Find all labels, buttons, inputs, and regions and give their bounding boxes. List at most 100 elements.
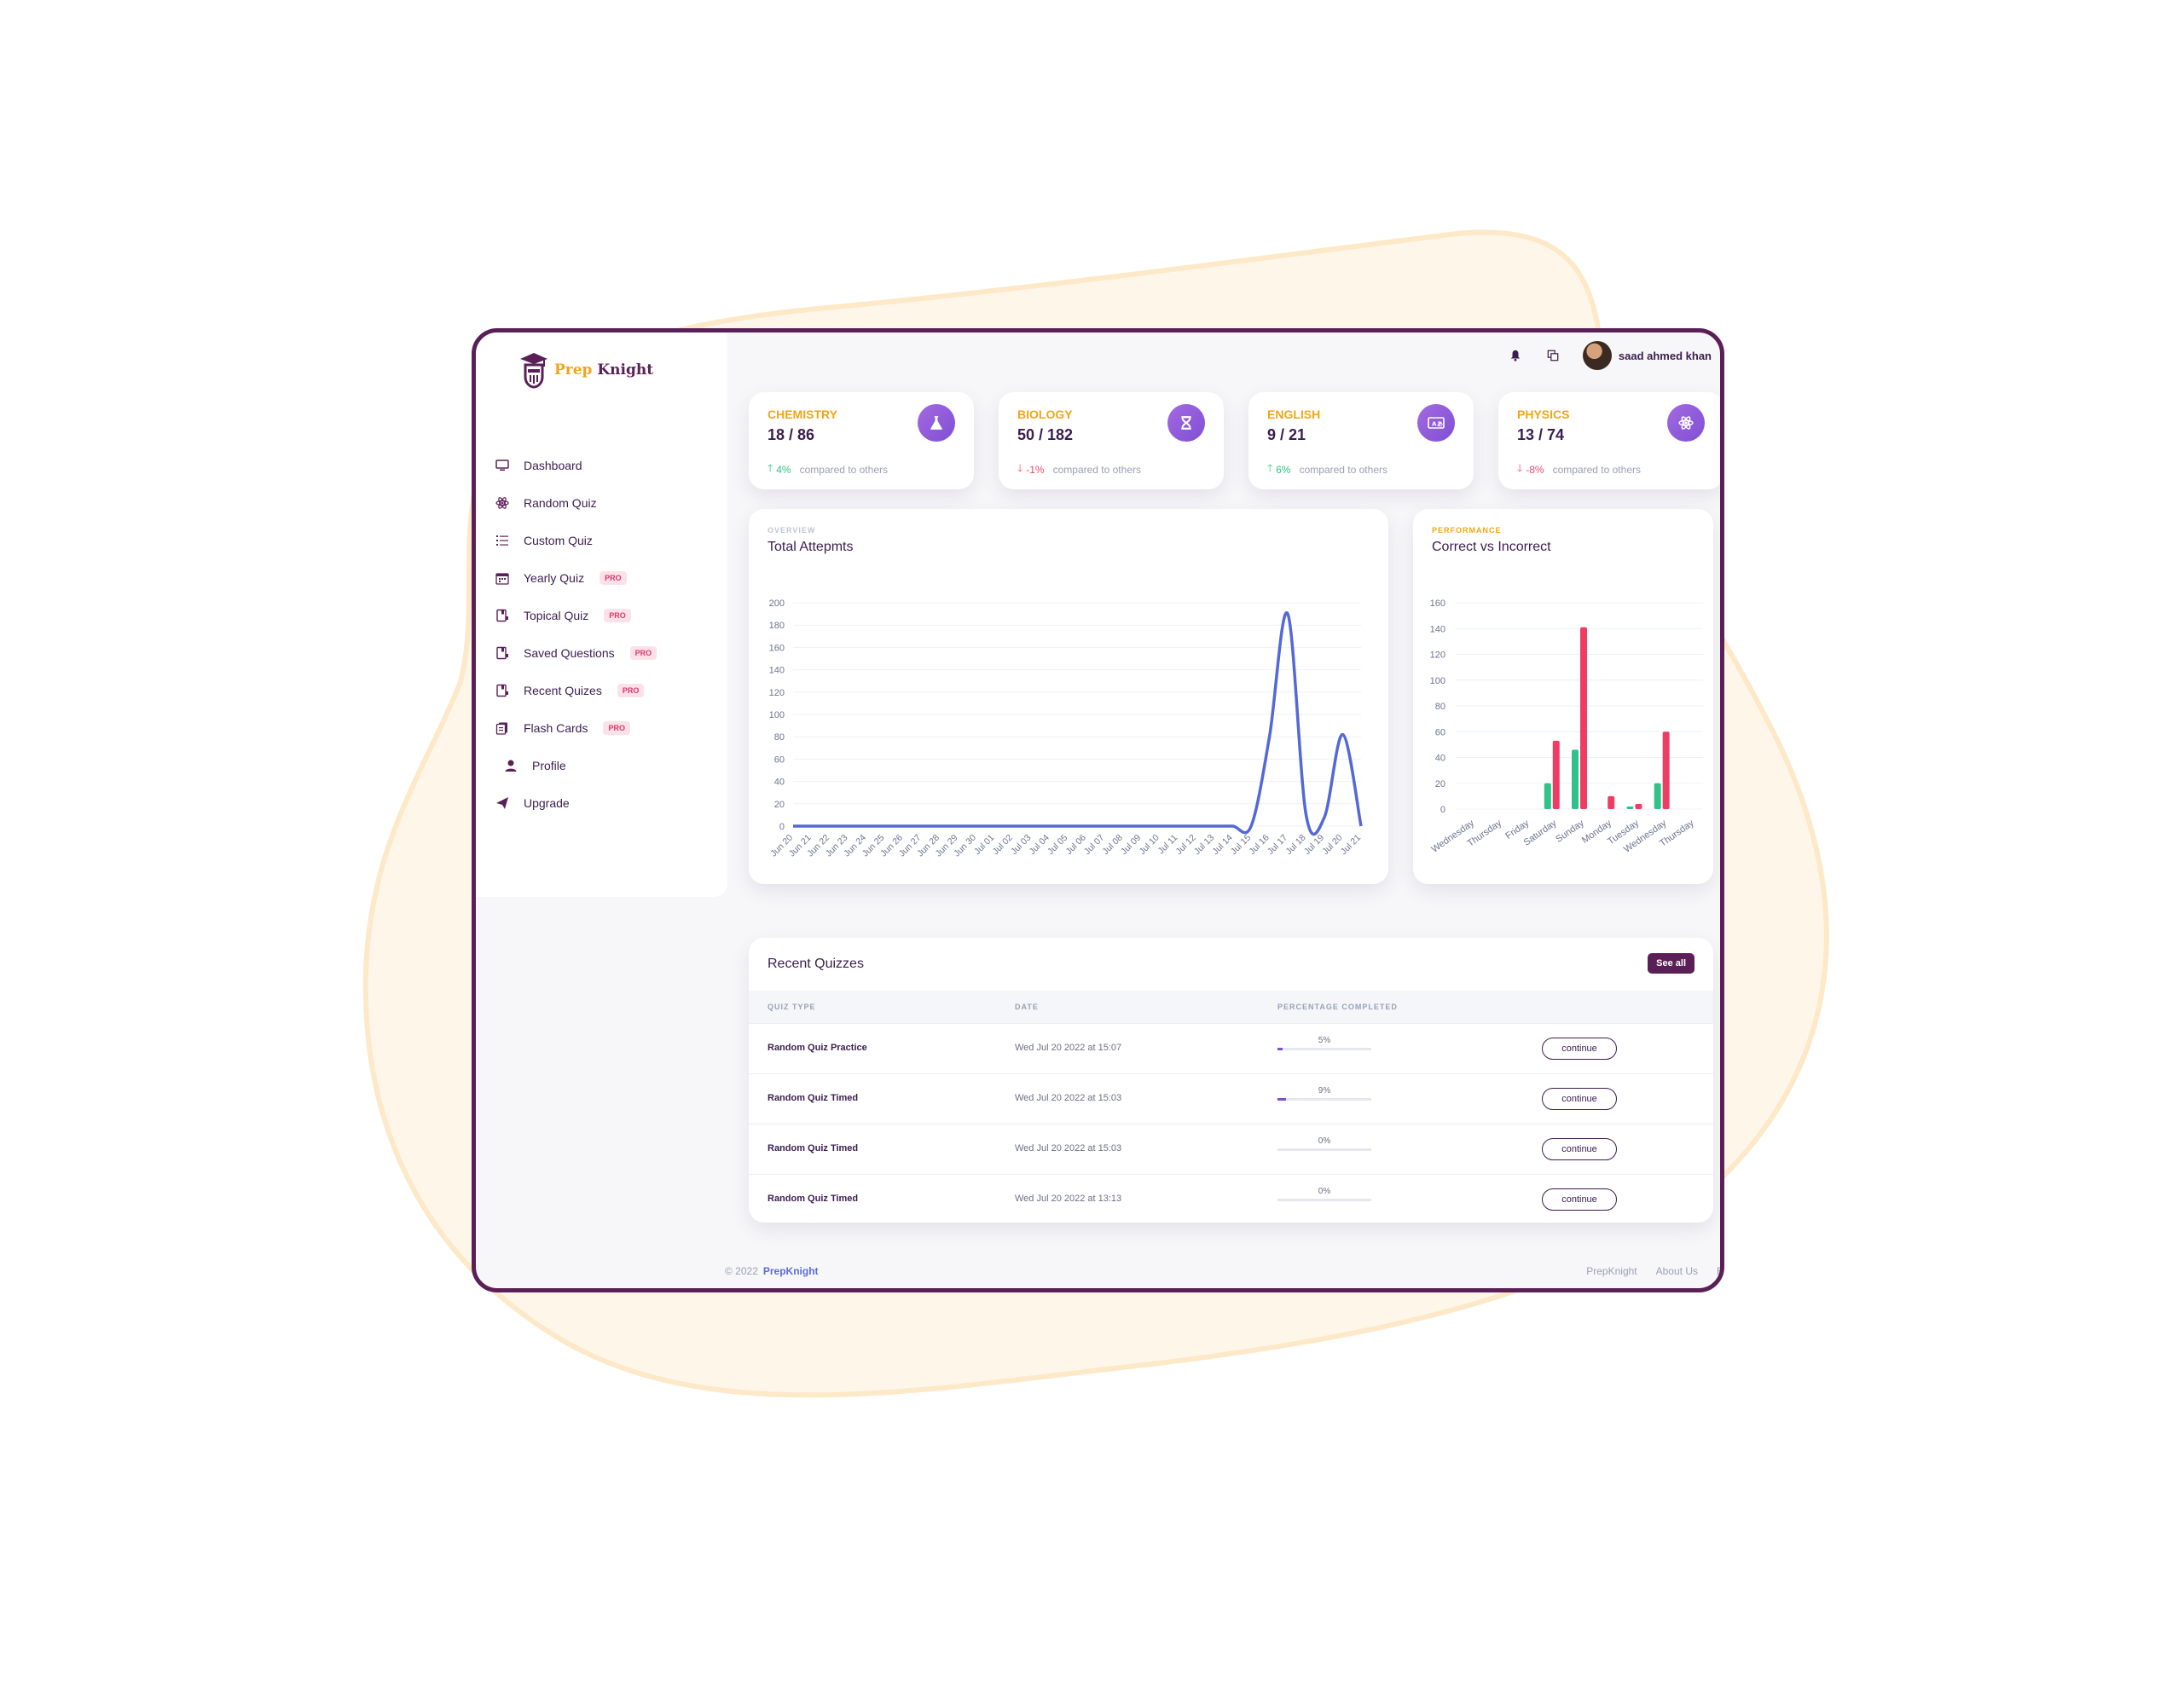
sidebar-item-flash-cards[interactable]: Flash Cards PRO xyxy=(495,709,657,747)
sidebar-item-label: Yearly Quiz xyxy=(524,571,585,585)
flask-icon xyxy=(918,404,955,442)
avatar xyxy=(1582,341,1612,370)
bar-correct xyxy=(1544,783,1551,809)
sidebar-item-label: Random Quiz xyxy=(524,496,597,510)
arrow-down-icon: 🡓 xyxy=(1517,462,1523,474)
stat-card-physics[interactable]: PHYSICS 13 / 74 🡓 -8% compared to others xyxy=(1498,392,1720,489)
stat-footer: 🡓 -1% compared to others xyxy=(1017,460,1141,478)
footer-link-about-us[interactable]: About Us xyxy=(1655,1265,1698,1277)
paper-plane-icon xyxy=(495,795,510,811)
progress-label: 5% xyxy=(1318,1036,1331,1045)
x-tick-label: Jul 14 xyxy=(1210,833,1234,857)
sidebar-item-recent-quizes[interactable]: Recent Quizes PRO xyxy=(495,672,657,709)
sidebar-item-saved-questions[interactable]: Saved Questions PRO xyxy=(495,634,658,672)
logo-knight: Knight xyxy=(597,361,654,379)
x-tick-label: Jul 03 xyxy=(1009,833,1033,857)
y-tick-label: 100 xyxy=(769,710,785,720)
x-tick-label: Jul 07 xyxy=(1082,833,1106,857)
stat-value: 13 / 74 xyxy=(1517,426,1565,443)
progress-fill xyxy=(1277,1098,1286,1101)
y-tick-label: 200 xyxy=(769,598,785,609)
y-tick-label: 20 xyxy=(1435,779,1445,789)
continue-button[interactable]: continue xyxy=(1542,1088,1617,1110)
user-menu[interactable]: saad ahmed khan xyxy=(1582,341,1712,370)
copy-icon[interactable] xyxy=(1545,348,1561,363)
table-header: QUIZ TYPE DATE PERCENTAGE COMPLETED xyxy=(749,991,1713,1023)
stat-footer: 🡓 -8% compared to others xyxy=(1517,460,1641,478)
sidebar-item-random-quiz[interactable]: Random Quiz xyxy=(495,484,657,522)
y-tick-label: 80 xyxy=(774,732,785,743)
pro-badge: PRO xyxy=(600,571,627,585)
sidebar: Prep Knight Dashboard Random Quiz Custom… xyxy=(476,332,727,897)
atom-icon xyxy=(495,495,510,511)
x-tick-label: Wednesday xyxy=(1430,818,1477,854)
progress-bar xyxy=(1277,1098,1371,1101)
stat-value: 9 / 21 xyxy=(1267,426,1306,443)
bell-icon[interactable] xyxy=(1508,348,1523,363)
progress-label: 0% xyxy=(1318,1187,1331,1196)
stat-subject: PHYSICS xyxy=(1517,408,1570,421)
x-tick-label: Jul 18 xyxy=(1283,833,1307,857)
sidebar-item-profile[interactable]: Profile xyxy=(495,747,657,784)
sidebar-item-label: Dashboard xyxy=(524,459,582,472)
y-tick-label: 60 xyxy=(1435,727,1445,737)
footer-brand-link[interactable]: PrepKnight xyxy=(762,1265,819,1277)
quiz-date: Wed Jul 20 2022 at 15:03 xyxy=(1015,1093,1122,1103)
overview-chart-card: 0 20 40 60 80 100 120 140 160 180 200 Jun 20 Jun 21 J… xyxy=(749,509,1388,884)
topbar: saad ahmed khan xyxy=(1508,341,1712,370)
sidebar-item-label: Saved Questions xyxy=(524,646,615,660)
footer-copyright: © 2022 PrepKnight xyxy=(725,1265,819,1277)
stat-change: 4% xyxy=(776,463,791,476)
y-tick-label: 80 xyxy=(1435,702,1445,712)
y-tick-label: 140 xyxy=(1430,624,1445,634)
sidebar-item-yearly-quiz[interactable]: Yearly Quiz PRO xyxy=(495,559,657,597)
sidebar-item-label: Topical Quiz xyxy=(524,609,589,622)
see-all-button[interactable]: See all xyxy=(1648,953,1694,974)
overview-eyebrow: OVERVIEW xyxy=(768,526,816,535)
performance-title: Correct vs Incorrect xyxy=(1432,540,1551,554)
pro-badge: PRO xyxy=(617,684,645,697)
continue-button[interactable]: continue xyxy=(1542,1188,1617,1211)
recent-quizzes-title: Recent Quizzes xyxy=(768,957,864,971)
x-tick-label: Jul 21 xyxy=(1339,833,1363,857)
continue-button[interactable]: continue xyxy=(1542,1138,1617,1160)
table-row: Random Quiz Timed Wed Jul 20 2022 at 13:1… xyxy=(749,1174,1713,1225)
copyright-text: © 2022 xyxy=(725,1265,758,1277)
footer-link-prepknight[interactable]: PrepKnight xyxy=(1586,1265,1637,1277)
list-icon xyxy=(495,533,510,548)
x-tick-label: Jul 10 xyxy=(1137,833,1161,857)
progress-label: 0% xyxy=(1318,1136,1331,1146)
logo[interactable]: Prep Knight xyxy=(518,351,653,389)
x-tick-label: Jul 20 xyxy=(1320,833,1344,857)
sidebar-item-topical-quiz[interactable]: Topical Quiz PRO xyxy=(495,597,657,634)
pro-badge: PRO xyxy=(629,646,658,660)
bar-correct xyxy=(1572,749,1579,809)
monitor-icon xyxy=(495,458,510,473)
pro-badge: PRO xyxy=(604,609,631,622)
book-icon xyxy=(495,608,510,623)
header-percentage: PERCENTAGE COMPLETED xyxy=(1277,1003,1398,1011)
continue-button[interactable]: continue xyxy=(1542,1038,1617,1060)
y-tick-label: 40 xyxy=(1435,754,1445,764)
progress-fill xyxy=(1277,1048,1283,1050)
dashboard-window: Prep Knight Dashboard Random Quiz Custom… xyxy=(472,328,1724,1292)
user-icon xyxy=(503,758,518,773)
stat-card-chemistry[interactable]: CHEMISTRY 18 / 86 🡑 4% compared to other… xyxy=(749,392,974,489)
bar-incorrect xyxy=(1608,795,1615,809)
sidebar-item-dashboard[interactable]: Dashboard xyxy=(495,447,657,484)
x-tick-label: Jul 19 xyxy=(1302,833,1326,857)
svg-text:A: A xyxy=(1432,421,1437,428)
x-tick-label: Jul 08 xyxy=(1101,833,1125,857)
sidebar-item-custom-quiz[interactable]: Custom Quiz xyxy=(495,522,657,559)
quiz-type: Random Quiz Timed xyxy=(768,1143,859,1153)
quiz-date: Wed Jul 20 2022 at 15:03 xyxy=(1015,1143,1122,1153)
stat-card-biology[interactable]: BIOLOGY 50 / 182 🡓 -1% compared to other… xyxy=(999,392,1224,489)
progress: 5% xyxy=(1277,1036,1371,1050)
sidebar-item-upgrade[interactable]: Upgrade xyxy=(495,784,657,822)
dna-icon xyxy=(1167,404,1205,442)
footer-link-blog[interactable]: B xyxy=(1716,1265,1723,1277)
